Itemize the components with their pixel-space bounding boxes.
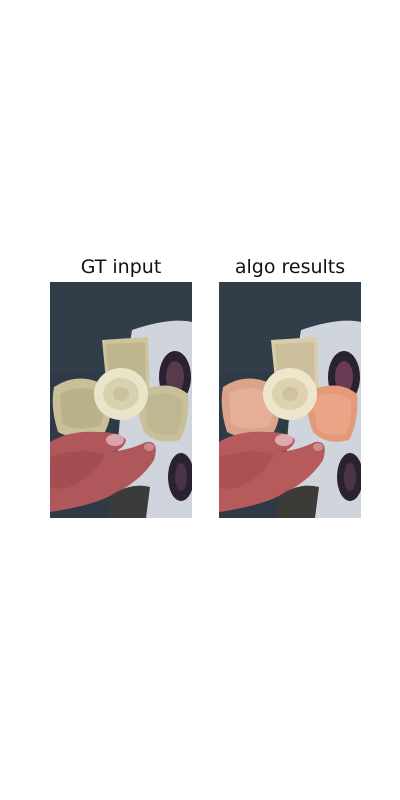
gt-input-image — [50, 282, 192, 518]
left-panel-title: GT input — [80, 256, 162, 278]
algo-results-image — [219, 282, 361, 518]
right-panel-title: algo results — [234, 256, 346, 278]
